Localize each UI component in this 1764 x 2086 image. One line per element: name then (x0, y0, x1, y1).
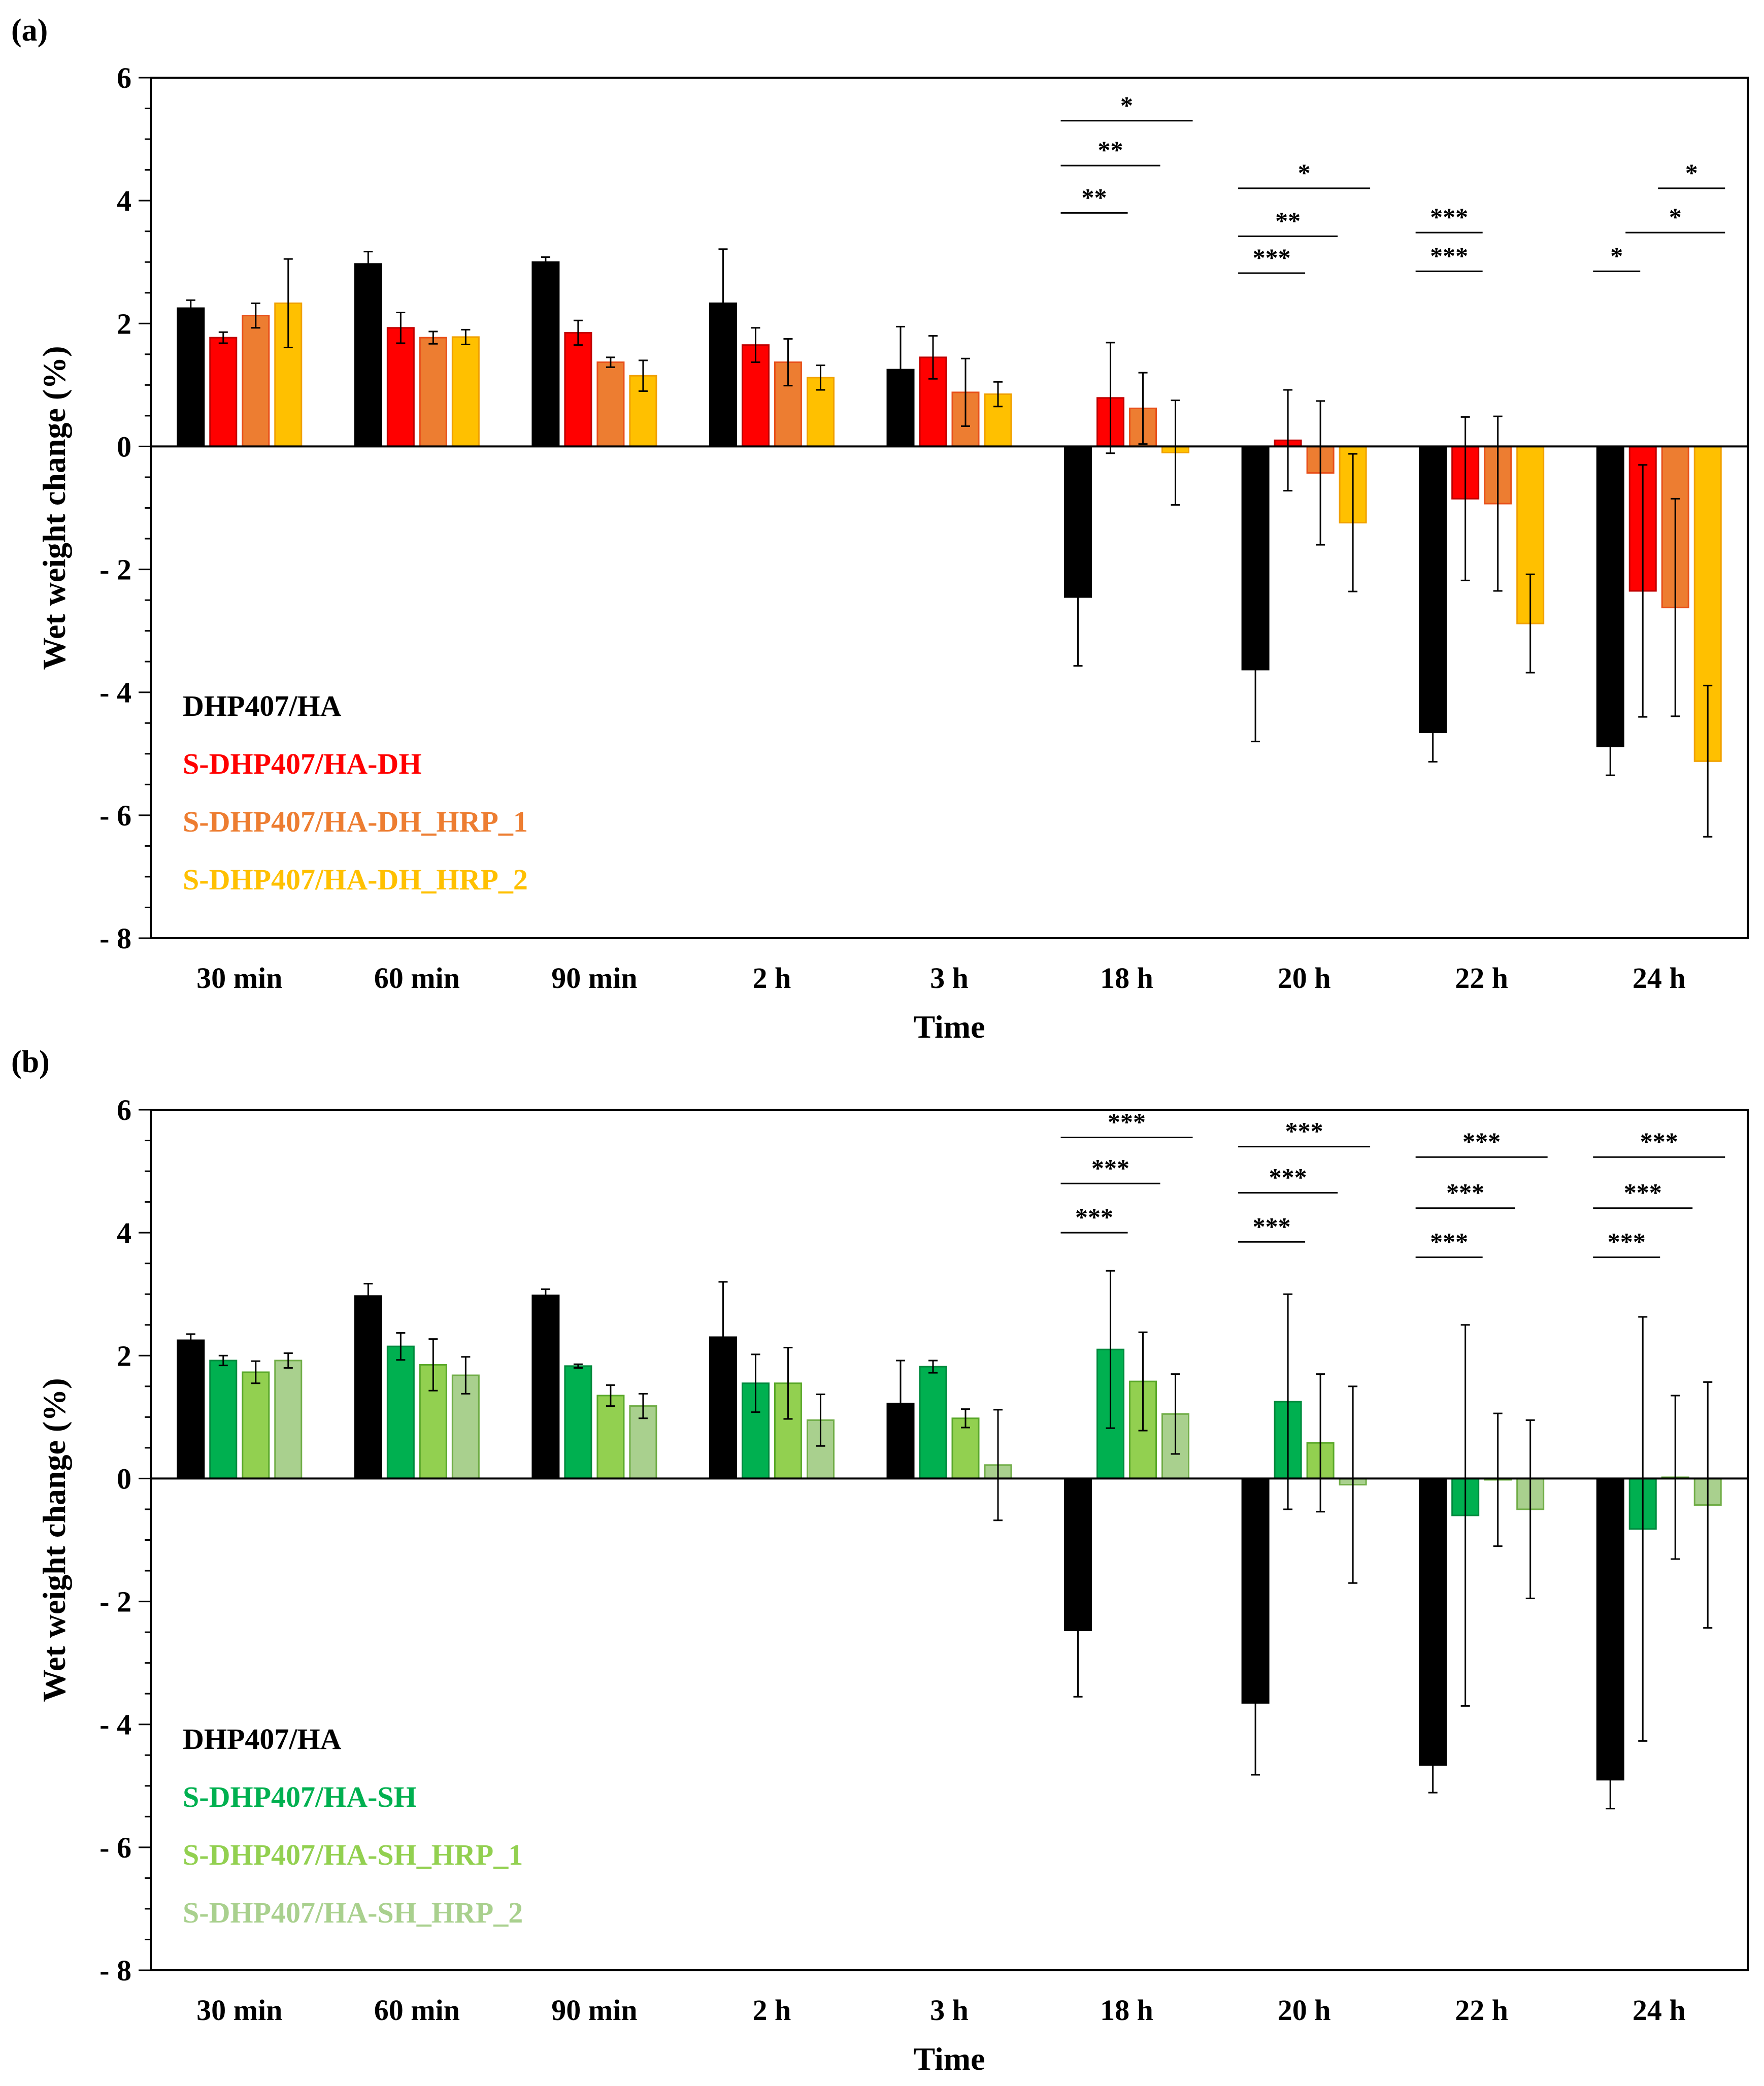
significance-label: *** (1608, 1228, 1646, 1256)
significance-label: *** (1091, 1153, 1129, 1182)
y-tick-label: 0 (117, 430, 131, 463)
x-tick-label: 18 h (1100, 1994, 1153, 2027)
chart-panel-b: (b) 6 4 2 0 - 2 - 4 - 6 - 8 30 min 60 min 90 min 2 h… (11, 1045, 1749, 2077)
significance-label: *** (1640, 1127, 1678, 1155)
y-axis-title: Wet weight change (%) (36, 346, 72, 670)
bar (1596, 1477, 1624, 1781)
legend-entry: S-DHP407/HA-DH_HRP_1 (183, 805, 528, 838)
bar (354, 1295, 382, 1479)
y-tick-label: 6 (117, 1094, 131, 1127)
y-axis-title: Wet weight change (%) (36, 1378, 72, 1702)
bar (177, 1339, 205, 1479)
significance-label: *** (1253, 243, 1291, 272)
bar (386, 1345, 415, 1479)
x-tick-label: 22 h (1455, 962, 1508, 995)
x-tick-label: 30 min (196, 1994, 282, 2027)
y-tick-label: 6 (117, 61, 131, 94)
x-tick-label: 60 min (374, 1994, 460, 2027)
bar (177, 307, 205, 447)
bar (419, 337, 447, 447)
x-tick-label: 20 h (1278, 962, 1331, 995)
legend-entry: S-DHP407/HA-DH_HRP_2 (183, 863, 528, 896)
y-tick-label: - 2 (99, 1585, 131, 1618)
bar (596, 361, 625, 447)
x-tick-label: 90 min (551, 962, 637, 995)
x-axis-title: Time (913, 2041, 985, 2077)
bar (531, 1295, 560, 1479)
significance-label: *** (1446, 1178, 1484, 1207)
y-tick-label: - 6 (99, 1831, 131, 1864)
x-tick-label: 60 min (374, 962, 460, 995)
bar (564, 332, 592, 447)
significance-label: * (1685, 158, 1698, 187)
bar (451, 336, 480, 447)
legend-entry: DHP407/HA (183, 689, 342, 722)
panel-label: (b) (11, 1045, 50, 1079)
bar (919, 1366, 947, 1479)
x-tick-label: 2 h (753, 1994, 791, 2027)
significance-label: ** (1275, 206, 1301, 235)
x-tick-label: 90 min (551, 1994, 637, 2027)
legend-entry: S-DHP407/HA-SH_HRP_1 (183, 1838, 523, 1871)
significance-label: ** (1082, 183, 1107, 211)
bar (242, 315, 270, 447)
x-tick-label: 20 h (1278, 1994, 1331, 2027)
y-tick-label: - 6 (99, 799, 131, 832)
significance-label: *** (1269, 1163, 1307, 1191)
y-tick-label: - 4 (99, 676, 131, 709)
bar (354, 263, 382, 447)
bar (1419, 1477, 1447, 1766)
bar (531, 261, 560, 447)
bar (596, 1395, 625, 1479)
significance-label: *** (1253, 1212, 1291, 1240)
y-tick-label: 2 (117, 307, 131, 340)
significance-label: *** (1624, 1178, 1662, 1207)
y-tick-label: 4 (117, 1216, 131, 1249)
bar (1596, 445, 1624, 747)
significance-label: * (1298, 158, 1311, 187)
x-tick-label: 24 h (1633, 1994, 1686, 2027)
x-tick-label: 30 min (196, 962, 282, 995)
significance-label: *** (1462, 1127, 1501, 1155)
x-tick-label: 18 h (1100, 962, 1153, 995)
bar (1419, 445, 1447, 733)
x-tick-label: 24 h (1633, 962, 1686, 995)
significance-label: *** (1285, 1117, 1323, 1145)
significance-label: ** (1098, 136, 1123, 164)
significance-label: * (1120, 91, 1133, 119)
legend-entry: S-DHP407/HA-SH_HRP_2 (183, 1896, 523, 1929)
bar (209, 1360, 238, 1479)
bar (386, 327, 415, 447)
x-tick-label: 2 h (753, 962, 791, 995)
y-tick-label: 4 (117, 184, 131, 217)
bar (209, 337, 238, 447)
significance-label: * (1669, 203, 1682, 231)
bar (242, 1371, 270, 1479)
legend-entry: S-DHP407/HA-SH (183, 1780, 417, 1813)
y-tick-label: - 4 (99, 1708, 131, 1741)
x-tick-label: 3 h (930, 1994, 969, 2027)
legend-entry: S-DHP407/HA-DH (183, 747, 421, 780)
significance-label: *** (1430, 203, 1468, 231)
bar (564, 1365, 592, 1479)
y-tick-label: - 8 (99, 922, 131, 955)
chart-panel-a: (a) 6 4 2 0 - 2 - 4 - 6 - 8 30 min 60 min 90 min 2 h… (11, 13, 1749, 1045)
significance-label: *** (1430, 1228, 1468, 1256)
x-tick-label: 22 h (1455, 1994, 1508, 2027)
y-tick-label: - 2 (99, 553, 131, 586)
panel-label: (a) (11, 13, 48, 48)
bar (274, 1360, 303, 1479)
x-tick-label: 3 h (930, 962, 969, 995)
significance-label: *** (1430, 241, 1468, 270)
y-tick-label: - 8 (99, 1954, 131, 1987)
y-tick-label: 0 (117, 1462, 131, 1495)
significance-label: *** (1108, 1107, 1146, 1136)
significance-label: *** (1075, 1203, 1113, 1231)
significance-label: * (1610, 241, 1623, 270)
x-axis-title: Time (913, 1009, 985, 1045)
legend-entry: DHP407/HA (183, 1723, 342, 1756)
y-tick-label: 2 (117, 1339, 131, 1372)
